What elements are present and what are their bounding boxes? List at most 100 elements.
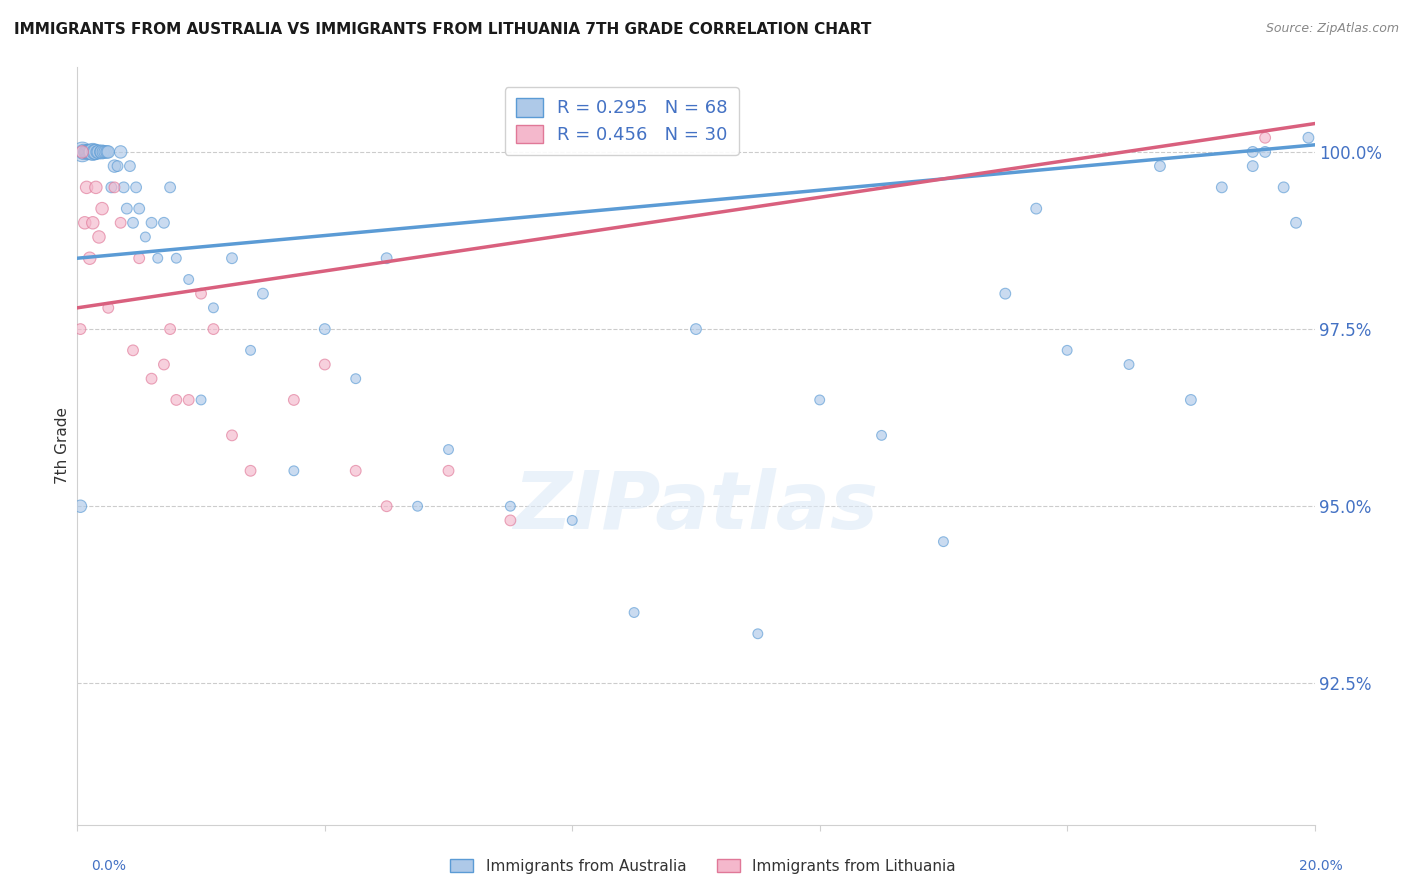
Point [177, 272, 200, 286]
Point [103, 159, 125, 173]
Point [90, 145, 112, 159]
Point [1241, 159, 1264, 173]
Point [1254, 130, 1277, 145]
Point [110, 145, 132, 159]
Point [91, 202, 114, 216]
Y-axis label: 7th Grade: 7th Grade [55, 408, 70, 484]
Point [110, 216, 132, 230]
Point [437, 464, 460, 478]
Point [94, 145, 117, 159]
Point [239, 343, 262, 358]
Point [80, 145, 103, 159]
Point [375, 500, 398, 514]
Point [69, 500, 91, 514]
Point [72, 145, 94, 159]
Point [283, 392, 305, 407]
Point [84, 145, 107, 159]
Point [239, 464, 262, 478]
Point [82, 216, 104, 230]
Point [153, 216, 176, 230]
Point [1285, 216, 1308, 230]
Point [190, 392, 212, 407]
Point [97, 145, 120, 159]
Point [83, 145, 105, 159]
Legend: R = 0.295   N = 68, R = 0.456   N = 30: R = 0.295 N = 68, R = 0.456 N = 30 [505, 87, 738, 155]
Point [77, 145, 100, 159]
Point [115, 202, 138, 216]
Point [87, 230, 110, 244]
Point [202, 301, 225, 315]
Point [100, 180, 122, 194]
Point [96, 145, 118, 159]
Point [252, 286, 274, 301]
Point [1272, 180, 1295, 194]
Point [82, 145, 104, 159]
Point [406, 500, 429, 514]
Point [91, 145, 114, 159]
Point [86, 145, 108, 159]
Point [73, 145, 96, 159]
Point [283, 464, 305, 478]
Point [69, 322, 91, 336]
Point [623, 606, 645, 620]
Point [122, 216, 145, 230]
Point [76, 145, 98, 159]
Point [314, 358, 336, 372]
Point [221, 251, 243, 265]
Point [1298, 130, 1320, 145]
Point [747, 627, 769, 641]
Point [118, 159, 141, 173]
Point [1025, 202, 1047, 216]
Point [375, 251, 398, 265]
Point [932, 534, 955, 549]
Point [134, 230, 156, 244]
Point [87, 145, 110, 159]
Point [344, 464, 367, 478]
Point [177, 392, 200, 407]
Point [685, 322, 707, 336]
Point [125, 180, 148, 194]
Text: 20.0%: 20.0% [1299, 859, 1343, 872]
Point [91, 145, 114, 159]
Point [1056, 343, 1078, 358]
Point [344, 372, 367, 386]
Point [165, 251, 187, 265]
Point [146, 251, 169, 265]
Text: ZIPatlas: ZIPatlas [513, 467, 879, 546]
Point [314, 322, 336, 336]
Point [73, 216, 96, 230]
Text: 0.0%: 0.0% [91, 859, 127, 872]
Point [76, 180, 98, 194]
Point [72, 145, 94, 159]
Point [159, 322, 181, 336]
Point [1149, 159, 1171, 173]
Point [79, 145, 101, 159]
Point [159, 180, 181, 194]
Point [994, 286, 1017, 301]
Point [190, 286, 212, 301]
Point [84, 180, 107, 194]
Point [79, 251, 101, 265]
Point [808, 392, 831, 407]
Point [499, 500, 522, 514]
Text: IMMIGRANTS FROM AUSTRALIA VS IMMIGRANTS FROM LITHUANIA 7TH GRADE CORRELATION CHA: IMMIGRANTS FROM AUSTRALIA VS IMMIGRANTS … [14, 22, 872, 37]
Point [499, 513, 522, 527]
Point [870, 428, 893, 442]
Point [107, 159, 129, 173]
Point [72, 145, 94, 159]
Point [97, 301, 120, 315]
Point [1254, 145, 1277, 159]
Point [165, 392, 187, 407]
Point [561, 513, 583, 527]
Point [128, 251, 150, 265]
Point [1118, 358, 1140, 372]
Point [221, 428, 243, 442]
Point [141, 216, 163, 230]
Point [1241, 145, 1264, 159]
Point [112, 180, 135, 194]
Point [122, 343, 145, 358]
Point [141, 372, 163, 386]
Point [1180, 392, 1202, 407]
Point [103, 180, 125, 194]
Legend: Immigrants from Australia, Immigrants from Lithuania: Immigrants from Australia, Immigrants fr… [444, 853, 962, 880]
